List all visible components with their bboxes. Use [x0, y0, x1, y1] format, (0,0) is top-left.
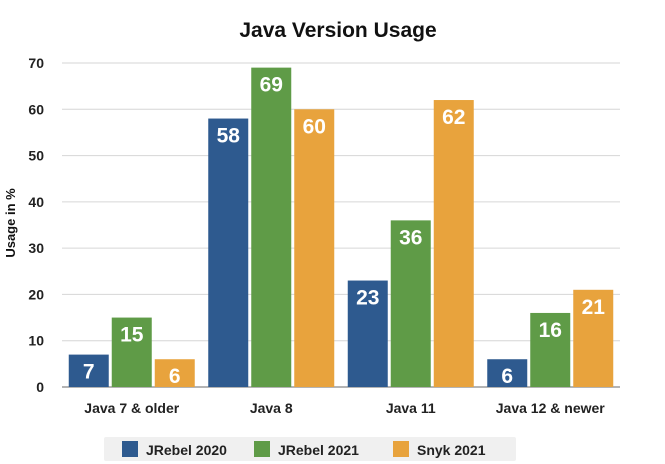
bar-value-label: 15: [120, 324, 144, 347]
legend-box: [104, 437, 516, 461]
legend-label: Snyk 2021: [417, 442, 486, 458]
y-axis-label: Usage in %: [3, 188, 18, 258]
y-axis-ticks: 0 10 20 30 40 50 60 70: [28, 55, 44, 395]
x-category-label: Java 8: [250, 400, 293, 416]
y-tick-label: 70: [28, 55, 44, 71]
bar-value-label: 6: [501, 365, 513, 388]
bar: [208, 118, 249, 388]
y-tick-label: 20: [28, 286, 44, 302]
y-tick-label: 10: [28, 333, 44, 349]
y-tick-label: 40: [28, 194, 44, 210]
legend: JRebel 2020 JRebel 2021 Snyk 2021: [104, 437, 516, 461]
y-tick-label: 50: [28, 148, 44, 164]
legend-label: JRebel 2021: [278, 442, 359, 458]
x-category-label: Java 12 & newer: [496, 400, 606, 416]
bar-value-label: 60: [303, 115, 326, 138]
chart-title: Java Version Usage: [239, 19, 436, 42]
bar: [530, 312, 571, 387]
y-tick-label: 30: [28, 240, 44, 256]
bars: 7 15 6 58 69 60 23 36 62 6 16 21: [68, 67, 614, 388]
bar-value-label: 62: [442, 106, 465, 129]
bar: [68, 354, 109, 387]
bar: [251, 67, 292, 387]
bar-value-label: 58: [217, 125, 241, 148]
bar-value-label: 7: [83, 361, 95, 384]
bar: [347, 280, 388, 387]
bar-value-label: 16: [539, 319, 562, 342]
legend-swatch: [122, 441, 138, 457]
bar-value-label: 6: [169, 365, 181, 388]
x-category-label: Java 11: [386, 400, 436, 416]
bar: [111, 317, 152, 387]
y-tick-label: 60: [28, 101, 44, 117]
bar-value-label: 69: [260, 74, 283, 97]
x-axis-labels: Java 7 & older Java 8 Java 11 Java 12 & new…: [84, 400, 605, 416]
bar-value-label: 21: [582, 296, 606, 319]
legend-swatch: [254, 441, 270, 457]
bar-value-label: 36: [399, 226, 422, 249]
legend-label: JRebel 2020: [146, 442, 227, 458]
x-category-label: Java 7 & older: [84, 400, 179, 416]
bar: [294, 109, 335, 388]
y-tick-label: 0: [36, 379, 44, 395]
bar: [433, 100, 474, 388]
bar: [487, 359, 528, 387]
bar-value-label: 23: [356, 287, 379, 310]
bar: [573, 289, 614, 387]
bar: [154, 359, 195, 387]
bar: [390, 220, 431, 387]
legend-swatch: [393, 441, 409, 457]
